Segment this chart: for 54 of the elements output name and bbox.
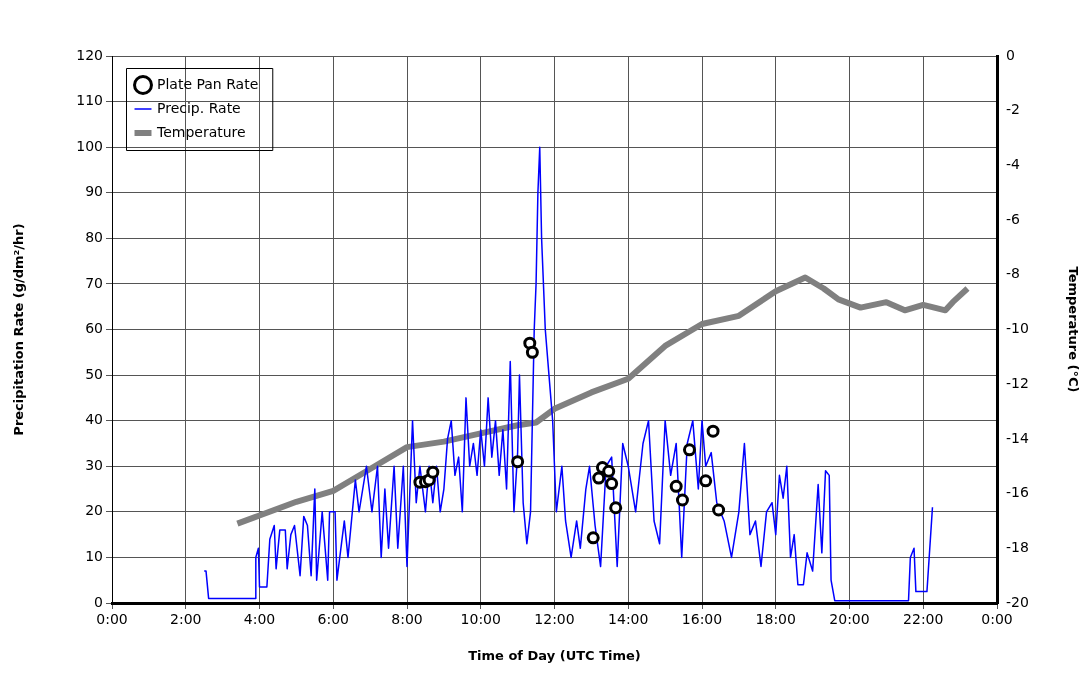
y-tick-label: 30 bbox=[85, 456, 103, 473]
x-tick-label: 14:00 bbox=[608, 611, 649, 628]
x-tick-label: 4:00 bbox=[243, 611, 276, 628]
y2-tick-label: -8 bbox=[1006, 265, 1020, 282]
y-tick-label: 70 bbox=[85, 274, 103, 291]
y2-tick-label: -2 bbox=[1006, 101, 1020, 118]
y2-tick-label: -18 bbox=[1006, 538, 1029, 555]
x-tick-label: 18:00 bbox=[755, 611, 796, 628]
x-axis-title: Time of Day (UTC Time) bbox=[468, 647, 641, 663]
x-tick-label: 16:00 bbox=[681, 611, 723, 628]
point bbox=[602, 464, 616, 478]
point bbox=[699, 474, 713, 488]
point bbox=[586, 531, 600, 545]
y-tick-label: 80 bbox=[85, 228, 103, 245]
y-tick-label: 10 bbox=[85, 548, 103, 565]
x-tick-label: 8:00 bbox=[391, 611, 423, 628]
x-tick-label: 2:00 bbox=[170, 611, 202, 628]
x-tick-label: 0:00 bbox=[96, 611, 128, 628]
x-tick-label: 0:00 bbox=[981, 611, 1013, 628]
y-tick-label: 110 bbox=[76, 92, 103, 109]
point bbox=[669, 479, 683, 493]
y2-tick-label: -4 bbox=[1006, 156, 1021, 173]
point bbox=[675, 493, 689, 507]
y-tick-label: 120 bbox=[76, 46, 103, 63]
y-tick-label: 40 bbox=[85, 411, 103, 428]
x-tick-label: 12:00 bbox=[534, 611, 575, 628]
x-tick-label: 6:00 bbox=[317, 611, 349, 628]
y2-tick-label: -14 bbox=[1006, 429, 1029, 446]
point bbox=[682, 443, 696, 457]
y2-tick-label: -20 bbox=[1006, 593, 1029, 610]
y2-tick-label: -10 bbox=[1006, 320, 1029, 337]
y2-axis-title: Temperature (°C) bbox=[1065, 266, 1081, 393]
y-tick-label: 0 bbox=[94, 593, 103, 610]
point bbox=[706, 424, 720, 438]
point bbox=[525, 345, 539, 359]
point bbox=[712, 503, 726, 517]
y-tick-label: 90 bbox=[85, 183, 103, 200]
y-tick-label: 60 bbox=[85, 320, 103, 337]
y2-tick-label: -6 bbox=[1006, 210, 1021, 227]
y-axis-title: Precipitation Rate (g/dm²/hr) bbox=[11, 223, 27, 436]
y-tick-label: 50 bbox=[85, 365, 103, 382]
point bbox=[426, 465, 440, 479]
y-tick-label: 20 bbox=[85, 502, 103, 519]
y-tick-label: 100 bbox=[76, 137, 103, 154]
y2-tick-label: -12 bbox=[1006, 374, 1029, 391]
point bbox=[605, 477, 619, 491]
point bbox=[511, 455, 525, 469]
x-tick-label: 20:00 bbox=[829, 611, 870, 628]
x-tick-label: 22:00 bbox=[903, 611, 944, 628]
point bbox=[592, 471, 606, 485]
point bbox=[609, 501, 623, 515]
y2-tick-label: 0 bbox=[1006, 46, 1015, 63]
x-tick-label: 10:00 bbox=[460, 611, 501, 628]
y2-tick-label: -16 bbox=[1006, 484, 1029, 501]
